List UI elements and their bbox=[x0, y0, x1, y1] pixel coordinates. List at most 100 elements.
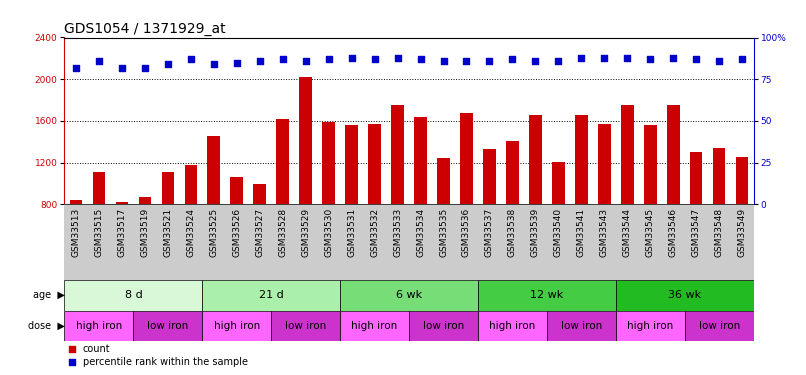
Bar bbox=[185, 165, 197, 204]
Point bbox=[644, 56, 657, 62]
Text: GSM33521: GSM33521 bbox=[164, 208, 172, 257]
Bar bbox=[64, 310, 134, 341]
Point bbox=[207, 61, 220, 67]
Bar bbox=[546, 310, 616, 341]
Point bbox=[185, 56, 197, 62]
Text: GSM33538: GSM33538 bbox=[508, 208, 517, 257]
Text: high iron: high iron bbox=[351, 321, 397, 331]
Point bbox=[460, 58, 473, 64]
Bar bbox=[713, 148, 725, 204]
Text: GSM33529: GSM33529 bbox=[301, 208, 310, 257]
Point bbox=[437, 58, 450, 64]
Bar bbox=[460, 112, 473, 204]
Bar bbox=[478, 310, 546, 341]
Bar bbox=[134, 310, 202, 341]
Point bbox=[299, 58, 312, 64]
Bar bbox=[616, 310, 685, 341]
Text: GSM33519: GSM33519 bbox=[140, 208, 149, 257]
Text: GSM33530: GSM33530 bbox=[324, 208, 333, 257]
Text: high iron: high iron bbox=[214, 321, 260, 331]
Text: GSM33537: GSM33537 bbox=[485, 208, 494, 257]
Bar bbox=[93, 172, 106, 204]
Text: low iron: low iron bbox=[147, 321, 189, 331]
Text: GSM33547: GSM33547 bbox=[692, 208, 700, 257]
Text: GDS1054 / 1371929_at: GDS1054 / 1371929_at bbox=[64, 22, 226, 36]
Bar bbox=[409, 310, 478, 341]
Text: GSM33546: GSM33546 bbox=[669, 208, 678, 257]
Text: GSM33543: GSM33543 bbox=[600, 208, 609, 257]
Point bbox=[161, 61, 174, 67]
Text: 6 wk: 6 wk bbox=[396, 290, 422, 300]
Point bbox=[506, 56, 519, 62]
Text: GSM33532: GSM33532 bbox=[370, 208, 379, 257]
Text: GSM33549: GSM33549 bbox=[737, 208, 746, 257]
Bar bbox=[575, 115, 588, 204]
Point bbox=[621, 54, 634, 60]
Bar bbox=[340, 310, 409, 341]
Bar bbox=[161, 172, 174, 204]
Text: GSM33528: GSM33528 bbox=[278, 208, 287, 257]
Text: GSM33517: GSM33517 bbox=[118, 208, 127, 257]
Text: GSM33539: GSM33539 bbox=[531, 208, 540, 257]
Point bbox=[598, 54, 611, 60]
Text: 12 wk: 12 wk bbox=[530, 290, 563, 300]
Legend: count, percentile rank within the sample: count, percentile rank within the sample bbox=[69, 344, 248, 367]
Text: 36 wk: 36 wk bbox=[668, 290, 701, 300]
Text: 8 d: 8 d bbox=[124, 290, 143, 300]
Bar bbox=[644, 125, 657, 204]
Text: GSM33515: GSM33515 bbox=[94, 208, 103, 257]
Bar bbox=[271, 310, 340, 341]
Text: GSM33525: GSM33525 bbox=[210, 208, 218, 257]
Point bbox=[69, 64, 82, 70]
Bar bbox=[64, 280, 202, 310]
Bar bbox=[115, 202, 128, 204]
Point bbox=[93, 58, 106, 64]
Point bbox=[690, 56, 703, 62]
Bar bbox=[340, 280, 478, 310]
Text: GSM33524: GSM33524 bbox=[186, 208, 195, 257]
Bar bbox=[437, 159, 450, 204]
Bar bbox=[598, 124, 611, 204]
Bar bbox=[414, 117, 427, 204]
Text: GSM33531: GSM33531 bbox=[347, 208, 356, 257]
Text: GSM33534: GSM33534 bbox=[416, 208, 425, 257]
Text: low iron: low iron bbox=[285, 321, 326, 331]
Bar bbox=[685, 310, 754, 341]
Point bbox=[231, 60, 243, 66]
Text: high iron: high iron bbox=[76, 321, 122, 331]
Text: GSM33540: GSM33540 bbox=[554, 208, 563, 257]
Bar bbox=[529, 115, 542, 204]
Bar bbox=[299, 77, 312, 204]
Point bbox=[483, 58, 496, 64]
Bar bbox=[202, 280, 340, 310]
Bar bbox=[483, 149, 496, 204]
Point bbox=[575, 54, 588, 60]
Text: GSM33533: GSM33533 bbox=[393, 208, 402, 257]
Point bbox=[139, 64, 152, 70]
Bar bbox=[506, 141, 519, 204]
Point bbox=[368, 56, 381, 62]
Text: dose  ▶: dose ▶ bbox=[27, 321, 64, 331]
Bar bbox=[621, 105, 634, 204]
Bar bbox=[667, 105, 679, 204]
Text: GSM33526: GSM33526 bbox=[232, 208, 241, 257]
Bar bbox=[616, 280, 754, 310]
Point bbox=[115, 64, 128, 70]
Bar bbox=[552, 162, 565, 204]
Point bbox=[736, 56, 749, 62]
Bar bbox=[368, 124, 381, 204]
Text: age  ▶: age ▶ bbox=[32, 290, 64, 300]
Text: GSM33544: GSM33544 bbox=[623, 208, 632, 257]
Bar bbox=[322, 122, 335, 204]
Bar bbox=[139, 197, 152, 204]
Point bbox=[391, 54, 404, 60]
Text: 21 d: 21 d bbox=[259, 290, 284, 300]
Bar bbox=[202, 310, 271, 341]
Text: GSM33541: GSM33541 bbox=[577, 208, 586, 257]
Bar bbox=[478, 280, 616, 310]
Text: GSM33535: GSM33535 bbox=[439, 208, 448, 257]
Text: high iron: high iron bbox=[627, 321, 673, 331]
Bar bbox=[207, 135, 220, 204]
Text: low iron: low iron bbox=[561, 321, 602, 331]
Text: GSM33536: GSM33536 bbox=[462, 208, 471, 257]
